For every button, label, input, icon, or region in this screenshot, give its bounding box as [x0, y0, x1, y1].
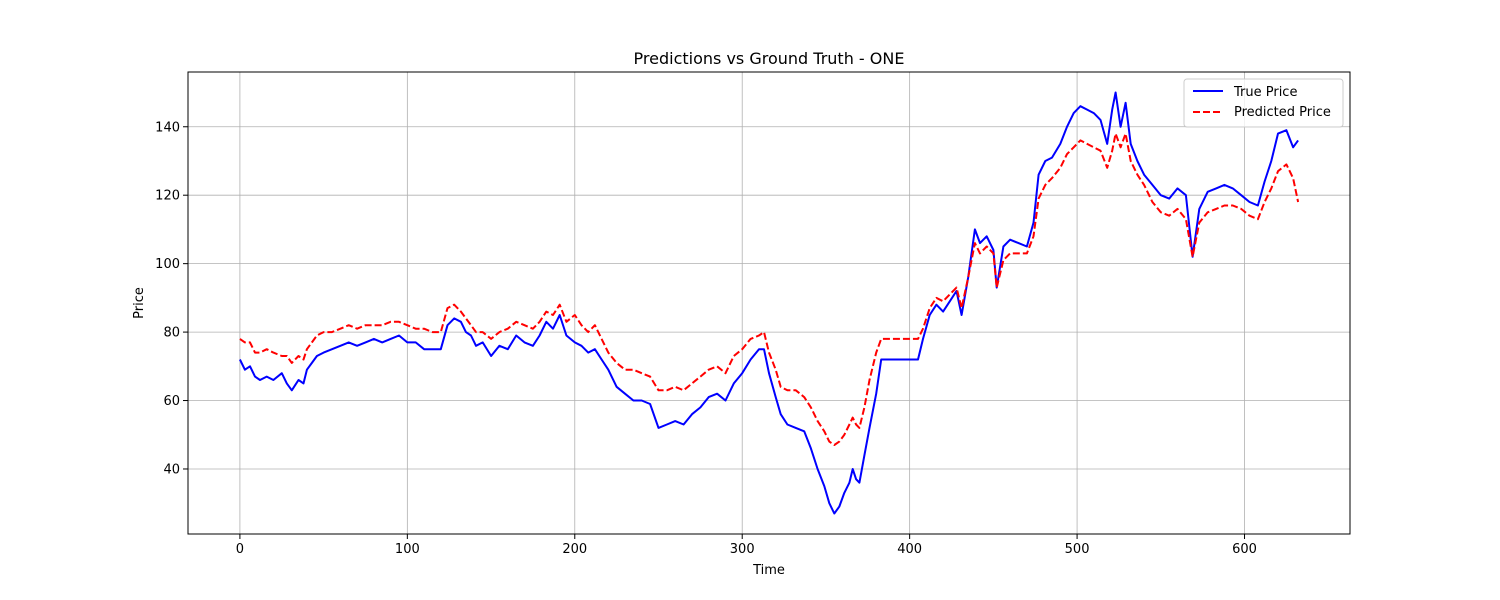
y-tick-label: 100 — [155, 257, 180, 272]
legend-true-price-label: True Price — [1233, 85, 1297, 100]
y-tick-label: 120 — [155, 189, 180, 204]
y-axis-label: Price — [132, 287, 147, 319]
x-tick-label: 0 — [236, 542, 244, 557]
legend-box — [1183, 78, 1344, 128]
y-tick-label: 60 — [163, 394, 180, 409]
x-tick-label: 100 — [395, 542, 420, 557]
x-axis-label: Time — [752, 563, 785, 578]
plot-frame — [187, 71, 1351, 535]
chart-title: Predictions vs Ground Truth - ONE — [634, 49, 905, 68]
y-tick-label: 80 — [163, 326, 180, 341]
x-tick-label: 600 — [1232, 542, 1257, 557]
x-tick-label: 300 — [730, 542, 755, 557]
legend-predicted-price-label: Predicted Price — [1234, 105, 1331, 120]
x-tick-label: 200 — [562, 542, 587, 557]
axis-ticks: 0 100 200 300 400 500 600 40 60 80 100 120 140 — [155, 120, 1257, 557]
legend: True Price Predicted Price — [1183, 78, 1344, 128]
series-line-predicted-price — [239, 132, 1300, 446]
series-line-true-price — [239, 91, 1299, 515]
grid-lines — [188, 72, 1350, 534]
series-layer — [239, 91, 1300, 515]
x-tick-label: 400 — [897, 542, 922, 557]
y-tick-label: 40 — [163, 462, 180, 477]
x-tick-label: 500 — [1065, 542, 1090, 557]
y-tick-label: 140 — [155, 120, 180, 135]
